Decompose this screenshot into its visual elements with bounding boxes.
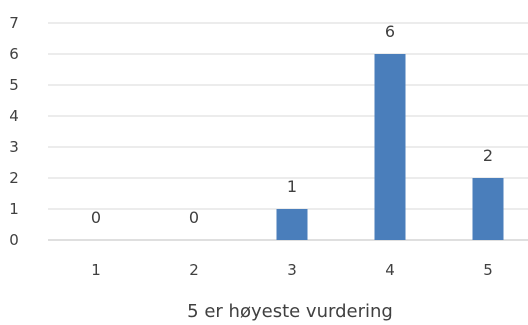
bars [276,54,504,240]
x-tick-label: 2 [189,261,199,279]
gridlines [48,22,528,241]
data-label: 0 [91,208,101,227]
bar [276,209,308,240]
data-label: 2 [483,146,493,165]
y-tick-label: 6 [9,45,19,63]
x-tick-label: 5 [483,261,493,279]
y-tick-label: 3 [9,138,19,156]
y-tick-label: 1 [9,200,19,218]
y-tick-label: 2 [9,169,19,187]
data-label: 6 [385,22,395,41]
x-tick-label: 3 [287,261,297,279]
y-tick-label: 4 [9,107,19,125]
x-tick-label: 1 [91,261,101,279]
data-label: 0 [189,208,199,227]
bar [374,54,406,240]
y-tick-label: 7 [9,14,19,32]
y-tick-label: 0 [9,231,19,249]
x-axis-title: 5 er høyeste vurdering [187,301,393,322]
data-label: 1 [287,177,297,196]
x-axis-ticks: 1 2 3 4 5 [91,261,493,279]
bar [472,178,504,240]
y-tick-label: 5 [9,76,19,94]
data-labels: 0 0 1 6 2 [91,22,493,227]
x-tick-label: 4 [385,261,395,279]
y-axis-ticks: 0 1 2 3 4 5 6 7 [9,14,19,249]
